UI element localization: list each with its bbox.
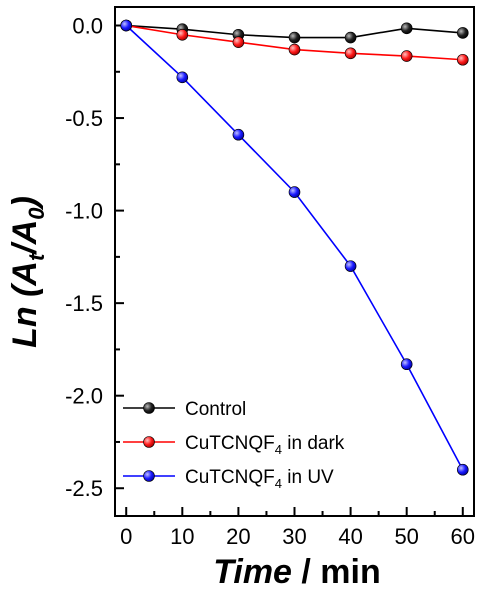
data-point <box>456 463 469 476</box>
data-point <box>344 31 357 44</box>
legend: Control CuTCNQF4 in dark CuTCNQF4 in UV <box>123 399 345 491</box>
legend-marker <box>143 402 155 414</box>
axis-ticks: 0 10 20 30 40 50 60 0.0 -0.5 -1.0 -1.5 -2.0 -2.5 <box>65 14 475 549</box>
x-axis-title-rest: / min <box>292 553 381 591</box>
data-point <box>456 53 469 66</box>
y-tick-label: -1.0 <box>65 199 103 224</box>
plot-series <box>120 19 469 476</box>
data-point <box>232 36 245 48</box>
x-tick-label: 50 <box>394 524 418 549</box>
y-axis-title-prefix: Ln (A <box>6 261 44 348</box>
data-point <box>232 128 245 141</box>
y-tick-label: -1.5 <box>65 291 103 316</box>
y-axis-title-suffix: ) <box>6 196 44 210</box>
series-line <box>125 24 464 471</box>
x-axis-title: Time / min <box>213 553 381 591</box>
data-point <box>400 22 413 35</box>
x-tick-label: 20 <box>226 524 250 549</box>
data-point <box>344 260 357 272</box>
y-tick-label: -2.5 <box>65 476 103 501</box>
data-point <box>288 186 301 198</box>
x-tick-label: 10 <box>170 524 194 549</box>
legend-item: CuTCNQF4 in dark <box>123 433 345 457</box>
data-point <box>288 31 301 44</box>
data-point <box>400 358 413 371</box>
y-tick-label: -2.0 <box>65 384 103 409</box>
data-point <box>120 19 133 32</box>
series-0 <box>120 19 469 44</box>
y-tick-label: -0.5 <box>65 106 103 131</box>
legend-item: Control <box>123 399 246 420</box>
y-axis-title-mid: /A <box>6 220 44 256</box>
data-point <box>400 50 413 62</box>
plot-frame <box>114 6 475 517</box>
x-tick-label: 0 <box>120 524 132 549</box>
legend-label: CuTCNQF4 in UV <box>185 467 334 491</box>
x-tick-label: 60 <box>451 524 475 549</box>
data-point <box>176 28 189 41</box>
y-tick-label: 0.0 <box>72 14 103 39</box>
legend-marker <box>143 470 155 482</box>
data-point <box>344 47 357 60</box>
x-axis-title-italic: Time <box>213 553 292 591</box>
legend-marker <box>143 436 155 448</box>
legend-label: CuTCNQF4 in dark <box>185 433 345 457</box>
series-2 <box>120 19 469 476</box>
y-axis-title: Ln (At/A0) <box>6 196 49 348</box>
x-tick-label: 40 <box>338 524 362 549</box>
data-point <box>288 43 301 56</box>
x-tick-label: 30 <box>282 524 306 549</box>
legend-label: Control <box>185 399 246 420</box>
y-axis-title-sub-t: t <box>24 252 49 261</box>
data-point <box>176 71 189 84</box>
data-point <box>456 27 469 39</box>
y-axis-title-sub-0: 0 <box>24 207 49 220</box>
legend-item: CuTCNQF4 in UV <box>123 467 334 491</box>
